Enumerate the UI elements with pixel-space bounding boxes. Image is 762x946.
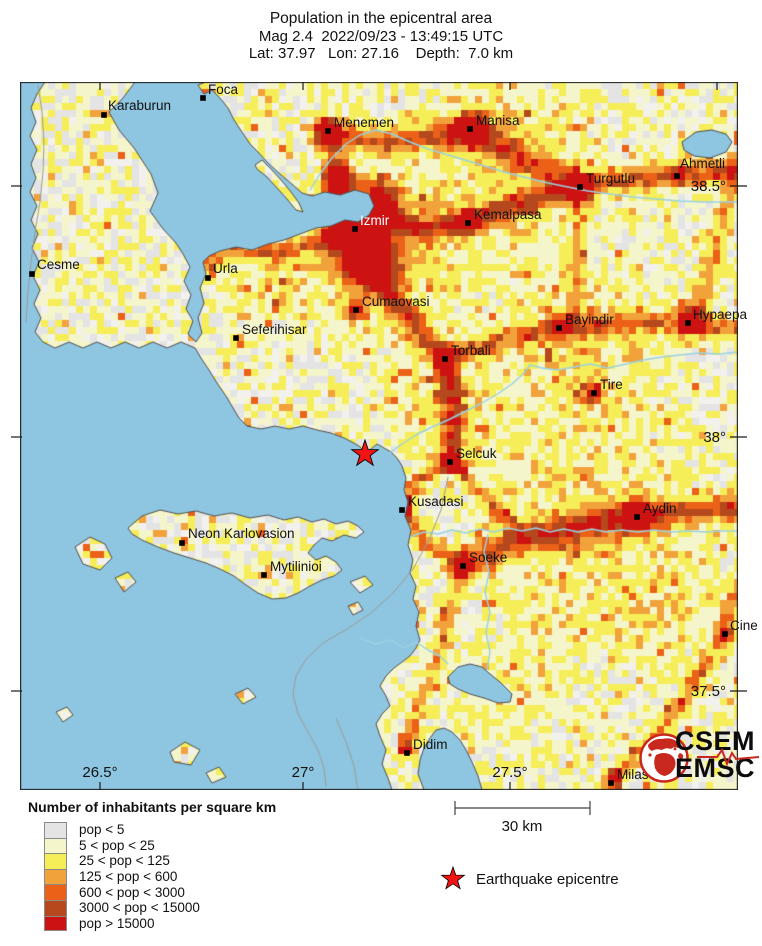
population-map: 26.5° 27° 27.5° 38.5° 38° 37.5° Karaburun Foca M… [11, 82, 760, 790]
graticule-label: 37.5° [691, 683, 726, 700]
title-block: Population in the epicentral area Mag 2.… [0, 9, 762, 62]
legend-class-label: 3000 < pop < 15000 [79, 900, 200, 916]
seismogram-icon [697, 748, 760, 766]
city-label: Didim [413, 737, 448, 752]
city-label: Torbali [451, 343, 491, 358]
scale-bar-label: 30 km [502, 818, 543, 835]
city-marker [233, 335, 239, 341]
page-title: Population in the epicentral area [269, 10, 493, 27]
city-label: Cesme [37, 257, 80, 272]
city-label: Seferihisar [242, 322, 307, 337]
graticule-label: 38° [703, 429, 726, 446]
city-label: Mytilinioi [270, 559, 322, 574]
event-magnitude-time: Mag 2.4 2022/09/23 - 13:49:15 UTC [258, 28, 504, 45]
legend-swatch [44, 868, 67, 885]
scale-bar: 30 km [454, 801, 591, 835]
legend-row: pop > 15000 [28, 915, 276, 932]
city-marker [353, 307, 359, 313]
city-marker [325, 128, 331, 134]
legend-row: 125 < pop < 600 [28, 868, 276, 885]
city-marker [591, 390, 597, 396]
scale-bar-bracket [454, 801, 591, 815]
legend-row: 5 < pop < 25 [28, 837, 276, 854]
city-marker [685, 320, 691, 326]
city-label: Bayindir [565, 312, 614, 327]
city-label: Menemen [334, 115, 394, 130]
city-label: Kemalpasa [474, 207, 542, 222]
graticule-label: 27° [292, 764, 315, 781]
city-label: Selcuk [456, 446, 497, 461]
legend-class-label: pop > 15000 [79, 915, 155, 931]
city-marker [634, 514, 640, 520]
city-label: Karaburun [108, 98, 171, 113]
epicentre-star-icon [440, 865, 466, 890]
population-legend: Number of inhabitants per square km pop … [28, 799, 277, 932]
legend-swatch [44, 822, 67, 838]
city-marker [556, 325, 562, 331]
event-coordinates: Lat: 37.97 Lon: 27.16 Depth: 7.0 km [248, 45, 514, 62]
legend-swatch [44, 915, 67, 932]
city-marker [261, 572, 267, 578]
city-marker [29, 271, 35, 277]
map-overlay: 26.5° 27° 27.5° 38.5° 38° 37.5° Karaburun Foca M… [11, 82, 758, 790]
city-marker [460, 563, 466, 569]
city-label: Ahmetli [680, 156, 725, 171]
legend-row: 25 < pop < 125 [28, 853, 276, 869]
city-label: Soeke [469, 550, 507, 565]
city-marker [465, 220, 471, 226]
city-marker [101, 112, 107, 118]
legend-class-label: 125 < pop < 600 [79, 869, 178, 885]
graticule-label: 38.5° [691, 178, 726, 195]
city-label: Neon Karlovasion [188, 526, 295, 541]
legend-class-label: 25 < pop < 125 [79, 853, 170, 869]
epicentre-legend: Earthquake epicentre [438, 864, 619, 894]
city-label: Cumaovasi [362, 294, 430, 309]
city-marker [205, 275, 211, 281]
legend-swatch [44, 837, 67, 854]
city-marker [722, 631, 728, 637]
epicentre-legend-label: Earthquake epicentre [476, 870, 619, 888]
city-label: Tire [600, 377, 623, 392]
legend-row: 3000 < pop < 15000 [28, 899, 276, 916]
legend-swatch [44, 853, 67, 869]
legend-class-label: pop < 5 [79, 822, 125, 838]
city-marker [399, 507, 405, 513]
city-label: Aydin [643, 501, 677, 516]
legend-row: pop < 5 [28, 822, 276, 838]
legend-swatch [44, 884, 67, 900]
legend-title: Number of inhabitants per square km [28, 799, 277, 815]
city-label: Foca [208, 82, 239, 97]
graticule-label: 26.5° [82, 764, 117, 781]
city-marker [467, 126, 473, 132]
emsc-globe-icon [639, 733, 689, 783]
city-marker [404, 750, 410, 756]
city-marker [447, 459, 453, 465]
city-label: Cine [730, 618, 758, 633]
city-marker [179, 540, 185, 546]
city-label: Kusadasi [408, 494, 464, 509]
legend-class-label: 600 < pop < 3000 [79, 884, 185, 900]
city-marker [577, 184, 583, 190]
city-marker [442, 356, 448, 362]
city-label: Izmir [360, 213, 390, 228]
city-marker [352, 226, 358, 232]
csem-emsc-logo: CSEM EMSC [638, 727, 762, 789]
city-marker [674, 173, 680, 179]
city-label: Milas [617, 767, 649, 782]
city-label: Manisa [476, 113, 520, 128]
legend-class-label: 5 < pop < 25 [79, 837, 155, 853]
epicentre-star [350, 438, 380, 467]
legend-row: 600 < pop < 3000 [28, 884, 276, 900]
city-label: Hypaepa [693, 307, 748, 322]
city-marker [200, 95, 206, 101]
city-label: Urla [213, 261, 238, 276]
graticule-label: 27.5° [492, 764, 527, 781]
logo-csem: CSEM [675, 726, 756, 756]
city-label: Turgutlu [586, 171, 635, 186]
city-marker [608, 780, 614, 786]
map-canvas [20, 82, 738, 790]
legend-swatch [44, 899, 67, 916]
